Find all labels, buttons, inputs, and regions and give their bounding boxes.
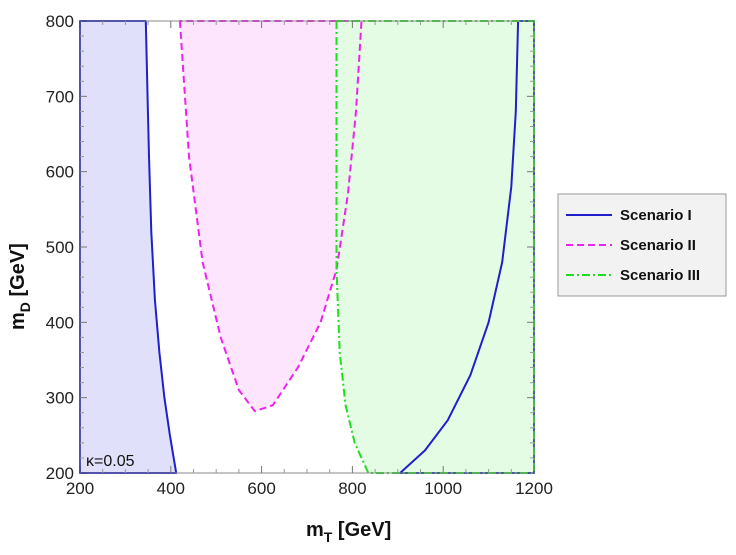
y-axis-ticks: 200 300 400 500 600 700 800 xyxy=(46,12,534,483)
legend-entry-scenario-iii: Scenario III xyxy=(566,267,700,284)
x-tick-label: 800 xyxy=(338,479,366,498)
x-axis-title: mT [GeV] xyxy=(306,519,391,545)
y-tick-label: 500 xyxy=(46,238,74,257)
x-tick-label: 1200 xyxy=(515,479,553,498)
legend-entry-scenario-ii: Scenario II xyxy=(566,237,696,254)
region-fill-scenario-i-left xyxy=(80,21,177,473)
y-tick-label: 600 xyxy=(46,163,74,182)
y-tick-label: 400 xyxy=(46,313,74,332)
legend-label-scenario-i: Scenario I xyxy=(620,207,692,224)
plot-regions xyxy=(79,20,535,474)
legend: Scenario I Scenario II Scenario III xyxy=(557,193,727,297)
region-fill-scenario-iii-main xyxy=(336,21,534,473)
kappa-annotation: κ=0.05 xyxy=(86,453,135,470)
legend-label-scenario-ii: Scenario II xyxy=(620,237,696,254)
y-tick-label: 300 xyxy=(46,389,74,408)
x-axis-ticks: 200 400 600 800 1000 1200 xyxy=(66,21,553,498)
y-tick-label: 700 xyxy=(46,87,74,106)
legend-label-scenario-iii: Scenario III xyxy=(620,267,700,284)
y-tick-label: 200 xyxy=(46,464,74,483)
legend-entry-scenario-i: Scenario I xyxy=(566,207,692,224)
x-tick-label: 1000 xyxy=(424,479,462,498)
y-axis-title: mD [GeV] xyxy=(7,243,33,330)
region-fill-scenario-ii-main xyxy=(179,21,362,412)
x-tick-label: 600 xyxy=(247,479,275,498)
legend-box xyxy=(557,193,727,297)
y-tick-label: 800 xyxy=(46,12,74,31)
region-boundary-scenario-ii-main xyxy=(178,20,363,413)
x-tick-label: 400 xyxy=(157,479,185,498)
x-tick-label: 200 xyxy=(66,479,94,498)
